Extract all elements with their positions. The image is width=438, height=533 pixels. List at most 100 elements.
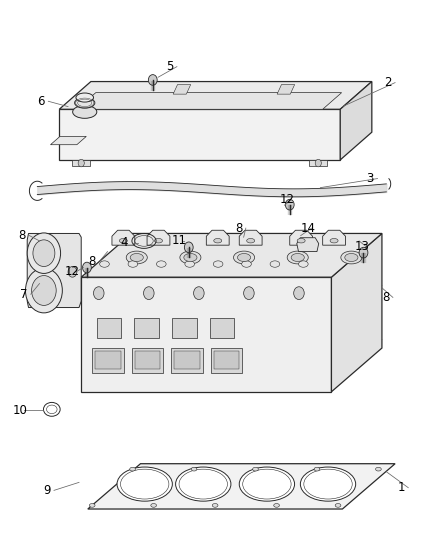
Ellipse shape	[300, 467, 355, 501]
Polygon shape	[134, 318, 159, 338]
Text: 8: 8	[234, 222, 242, 235]
Circle shape	[243, 287, 254, 300]
Circle shape	[285, 199, 293, 210]
Polygon shape	[27, 233, 81, 308]
Text: 8: 8	[381, 291, 389, 304]
Ellipse shape	[298, 261, 307, 267]
Ellipse shape	[241, 261, 251, 267]
Ellipse shape	[154, 238, 162, 243]
Polygon shape	[209, 318, 234, 338]
Polygon shape	[309, 160, 326, 166]
Text: 8: 8	[88, 255, 96, 268]
Ellipse shape	[128, 261, 138, 267]
Circle shape	[93, 287, 104, 300]
Polygon shape	[296, 238, 318, 252]
Polygon shape	[210, 348, 242, 373]
Ellipse shape	[126, 251, 147, 264]
Ellipse shape	[191, 467, 196, 471]
Polygon shape	[81, 277, 331, 392]
Polygon shape	[174, 351, 199, 369]
Text: 11: 11	[172, 235, 187, 247]
Ellipse shape	[374, 467, 380, 471]
Ellipse shape	[273, 504, 279, 507]
Circle shape	[148, 75, 157, 85]
Ellipse shape	[72, 106, 97, 118]
Ellipse shape	[290, 254, 304, 262]
Ellipse shape	[213, 238, 221, 243]
Text: 12: 12	[65, 265, 80, 278]
Text: 6: 6	[37, 95, 45, 108]
Ellipse shape	[99, 261, 109, 267]
Circle shape	[293, 287, 304, 300]
Polygon shape	[92, 348, 124, 373]
Ellipse shape	[117, 467, 172, 501]
Ellipse shape	[313, 467, 319, 471]
Ellipse shape	[246, 238, 254, 243]
Ellipse shape	[233, 251, 254, 264]
Text: 13: 13	[354, 240, 369, 253]
Ellipse shape	[269, 261, 279, 267]
Polygon shape	[206, 230, 229, 245]
Polygon shape	[173, 85, 190, 94]
Text: 5: 5	[166, 60, 173, 73]
Text: 2: 2	[383, 76, 391, 89]
Ellipse shape	[130, 467, 135, 471]
Ellipse shape	[286, 251, 307, 264]
Text: 12: 12	[279, 193, 294, 206]
Text: 10: 10	[13, 404, 28, 417]
Ellipse shape	[156, 261, 166, 267]
Ellipse shape	[252, 467, 258, 471]
Ellipse shape	[184, 254, 197, 262]
Circle shape	[193, 287, 204, 300]
Ellipse shape	[180, 251, 201, 264]
Text: 9: 9	[43, 484, 50, 497]
Polygon shape	[147, 230, 170, 245]
Ellipse shape	[344, 254, 357, 262]
Circle shape	[314, 159, 321, 167]
Ellipse shape	[239, 467, 294, 501]
Ellipse shape	[175, 467, 230, 501]
Polygon shape	[213, 351, 239, 369]
Ellipse shape	[329, 238, 337, 243]
Circle shape	[184, 242, 193, 253]
Polygon shape	[134, 351, 160, 369]
Polygon shape	[50, 136, 86, 145]
Ellipse shape	[237, 254, 250, 262]
Polygon shape	[95, 351, 120, 369]
Circle shape	[25, 268, 62, 313]
Polygon shape	[172, 318, 196, 338]
Circle shape	[358, 247, 367, 258]
Ellipse shape	[151, 504, 156, 507]
Polygon shape	[59, 109, 339, 160]
Polygon shape	[171, 348, 202, 373]
Polygon shape	[276, 85, 294, 94]
Circle shape	[33, 240, 55, 266]
Circle shape	[68, 266, 77, 277]
Polygon shape	[96, 318, 121, 338]
Polygon shape	[131, 348, 163, 373]
Ellipse shape	[74, 98, 95, 108]
Circle shape	[78, 159, 84, 167]
Circle shape	[143, 287, 154, 300]
Text: 7: 7	[20, 288, 27, 301]
Ellipse shape	[76, 93, 93, 102]
Ellipse shape	[213, 261, 223, 267]
Ellipse shape	[335, 504, 340, 507]
Circle shape	[27, 233, 60, 273]
Text: 8: 8	[18, 229, 26, 242]
Polygon shape	[77, 93, 341, 109]
Ellipse shape	[130, 254, 143, 262]
Ellipse shape	[297, 238, 304, 243]
Text: 3: 3	[366, 172, 373, 185]
Polygon shape	[112, 230, 134, 245]
Text: 1: 1	[396, 481, 404, 494]
Polygon shape	[59, 82, 371, 109]
Ellipse shape	[89, 504, 95, 507]
Text: 14: 14	[300, 222, 315, 235]
Ellipse shape	[184, 261, 194, 267]
Circle shape	[32, 276, 56, 305]
Ellipse shape	[119, 238, 127, 243]
Polygon shape	[289, 230, 312, 245]
Polygon shape	[88, 464, 394, 509]
Polygon shape	[339, 82, 371, 160]
